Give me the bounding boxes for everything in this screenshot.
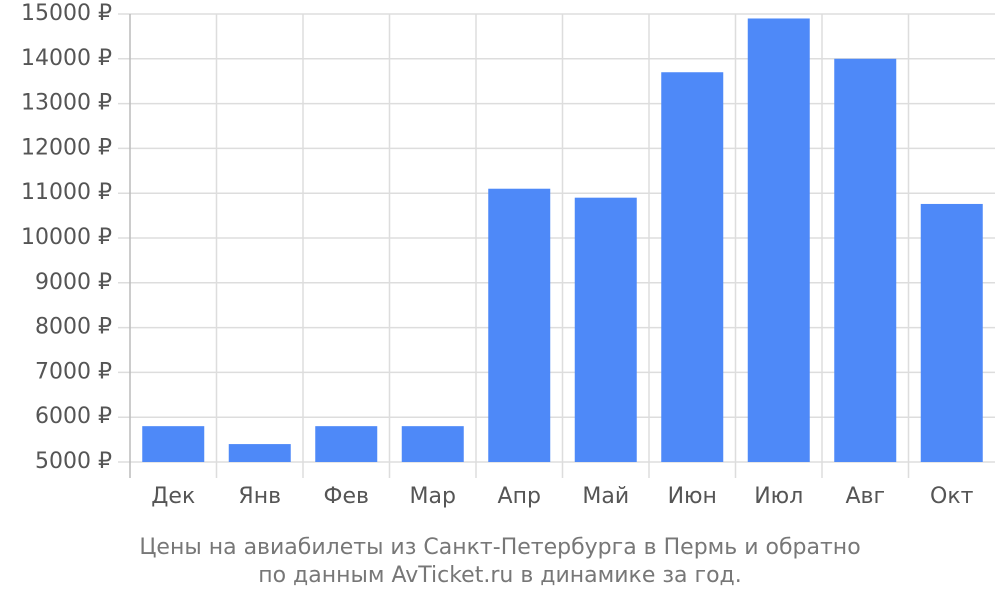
x-tick-label: Апр	[498, 484, 541, 509]
y-tick-label: 13000 ₽	[21, 91, 112, 116]
x-tick-label: Янв	[238, 484, 281, 509]
x-tick-label: Май	[582, 484, 629, 509]
y-tick-label: 12000 ₽	[21, 135, 112, 160]
x-tick-label: Окт	[930, 484, 974, 509]
bar	[574, 197, 637, 462]
y-tick-label: 9000 ₽	[35, 270, 112, 295]
y-tick-label: 14000 ₽	[21, 46, 112, 71]
chart-title: по данным AvTicket.ru в динамике за год.	[258, 563, 742, 588]
y-tick-label: 15000 ₽	[21, 1, 112, 26]
bar	[661, 72, 724, 463]
x-tick-label: Авг	[845, 484, 885, 509]
bar	[315, 426, 378, 462]
x-tick-label: Фев	[324, 484, 369, 509]
y-tick-label: 11000 ₽	[21, 180, 112, 205]
bar	[920, 203, 983, 462]
bar	[747, 18, 810, 462]
y-tick-label: 6000 ₽	[35, 404, 112, 429]
y-tick-label: 8000 ₽	[35, 315, 112, 340]
x-tick-label: Дек	[151, 484, 195, 509]
y-tick-label: 7000 ₽	[35, 359, 112, 384]
bar	[228, 444, 291, 462]
x-tick-label: Мар	[410, 484, 456, 509]
bar	[401, 426, 464, 462]
bar	[834, 58, 897, 463]
bar	[142, 426, 205, 462]
x-tick-label: Июн	[668, 484, 717, 509]
y-tick-label: 10000 ₽	[21, 225, 112, 250]
bar	[488, 188, 551, 462]
chart-title: Цены на авиабилеты из Санкт-Петербурга в…	[139, 535, 860, 560]
x-tick-label: Июл	[754, 484, 803, 509]
y-tick-label: 5000 ₽	[35, 449, 112, 474]
